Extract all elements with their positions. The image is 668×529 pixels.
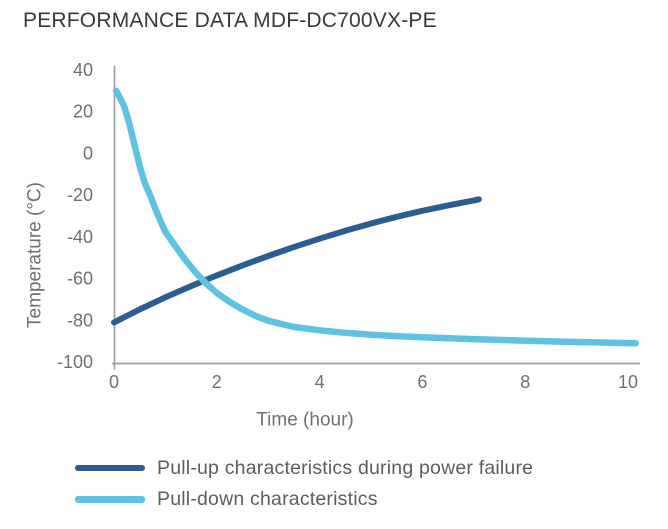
y-tick-label: 20 — [73, 102, 93, 122]
pull-down-legend-label: Pull-down characteristics — [157, 487, 378, 510]
y-tick-label: -100 — [57, 352, 93, 372]
page-title: PERFORMANCE DATA MDF-DC700VX-PE — [23, 9, 437, 32]
y-tick-label: -60 — [67, 269, 93, 289]
y-axis-title: Temperature (°C) — [25, 182, 46, 328]
pull-up-legend-label: Pull-up characteristics during power fai… — [157, 456, 534, 479]
y-tick-label: -80 — [67, 310, 93, 330]
performance-chart: 0 2 4 6 8 10 40 20 0 -20 -40 -60 -80 -100 Time (hour) T… — [25, 60, 640, 431]
x-axis-title: Time (hour) — [256, 410, 353, 431]
pull-down-line-swatch — [75, 495, 145, 503]
x-tick-label: 2 — [212, 372, 222, 392]
legend-item-pull-down: Pull-down characteristics — [75, 487, 533, 511]
legend: Pull-up characteristics during power fai… — [75, 456, 533, 518]
x-tick-label: 0 — [109, 372, 119, 392]
pull-down-series-line — [112, 87, 639, 347]
x-tick-label: 6 — [417, 372, 427, 392]
pull-up-line-swatch — [75, 464, 145, 472]
x-tick-label: 4 — [315, 372, 325, 392]
y-tick-label: 40 — [73, 60, 93, 80]
x-tick-label: 10 — [618, 372, 638, 392]
y-tick-label: -40 — [67, 227, 93, 247]
y-tick-label: -20 — [67, 185, 93, 205]
y-tick-label: 0 — [83, 143, 93, 163]
x-tick-label: 8 — [520, 372, 530, 392]
pull-up-series-line — [111, 196, 482, 326]
legend-item-pull-up: Pull-up characteristics during power fai… — [75, 456, 533, 480]
